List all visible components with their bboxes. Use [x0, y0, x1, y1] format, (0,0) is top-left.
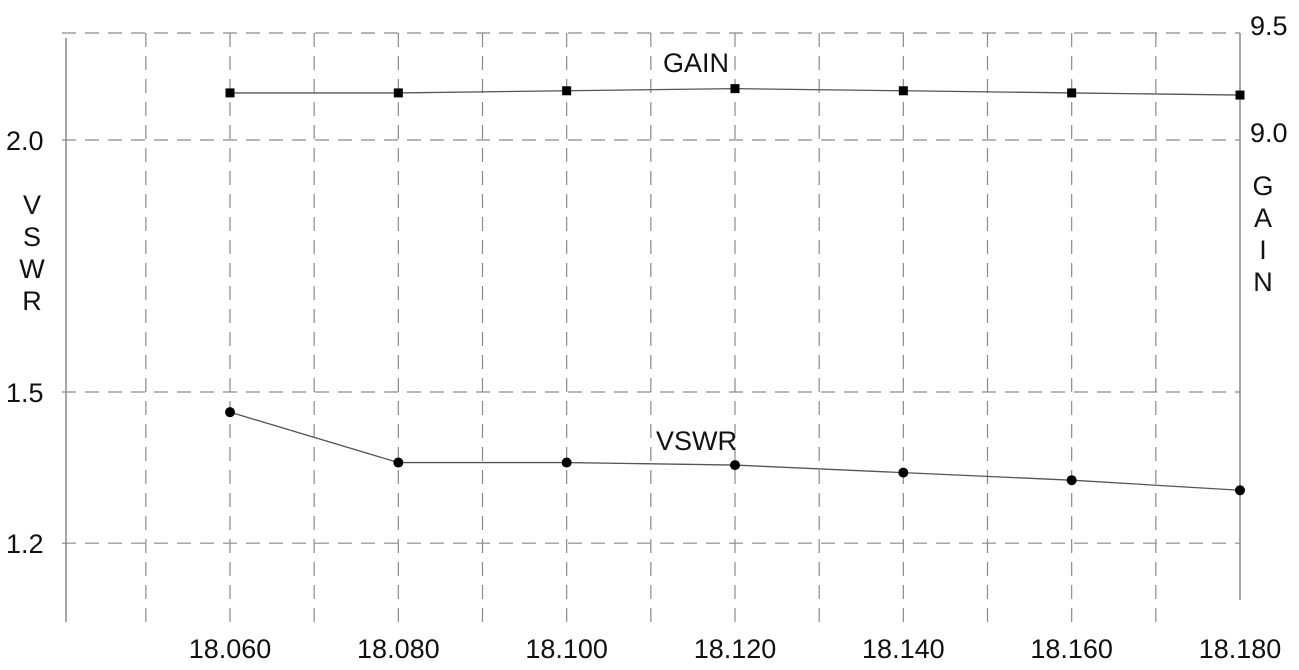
left-y-tick-label: 1.5 — [6, 378, 44, 408]
right-axis-label-letter: A — [1254, 203, 1272, 233]
right-y-tick-label: 9.5 — [1250, 11, 1288, 41]
x-tick-label: 18.100 — [525, 634, 608, 664]
data-point-vswr — [225, 407, 235, 418]
series — [225, 84, 1245, 496]
right-y-tick-label: 9.0 — [1250, 118, 1288, 148]
data-point-vswr — [561, 457, 572, 468]
data-point-gain — [730, 84, 740, 94]
right-y-tick-labels: 9.5 9.0 — [1250, 11, 1288, 148]
data-point-gain — [225, 88, 235, 98]
x-tick-label: 18.140 — [862, 634, 945, 664]
left-axis-label-letter: R — [22, 286, 42, 316]
right-axis-label-letter: G — [1252, 171, 1273, 201]
left-axis-label-letter: W — [19, 254, 45, 284]
data-point-vswr — [730, 460, 740, 471]
axes — [65, 33, 1241, 622]
x-tick-label: 18.180 — [1199, 634, 1282, 664]
data-point-gain — [898, 86, 908, 96]
series-gain — [225, 84, 1245, 100]
left-axis-label-letter: S — [23, 222, 41, 252]
data-point-gain — [562, 86, 572, 96]
left-y-tick-label: 2.0 — [6, 126, 44, 156]
gain-series-label: GAIN — [663, 48, 729, 78]
left-axis-label-letter: V — [23, 190, 41, 220]
x-tick-label: 18.160 — [1030, 634, 1113, 664]
left-y-tick-labels: 2.0 1.5 1.2 — [6, 126, 44, 559]
left-y-tick-label: 1.2 — [6, 529, 44, 559]
x-tick-labels: 18.060 18.080 18.100 18.120 18.140 18.160 18.1… — [189, 634, 1282, 664]
right-axis-label-letter: N — [1253, 267, 1273, 297]
data-point-gain — [1067, 88, 1077, 98]
grid — [62, 32, 1240, 622]
series-vswr — [225, 407, 1245, 496]
right-y-axis-label: GAIN — [1252, 171, 1273, 297]
data-point-gain — [1235, 90, 1245, 100]
x-tick-label: 18.120 — [694, 634, 777, 664]
data-point-vswr — [898, 467, 909, 478]
left-y-axis-label: VSWR — [19, 190, 45, 316]
data-point-vswr — [393, 457, 404, 468]
x-tick-label: 18.080 — [357, 634, 440, 664]
data-point-gain — [393, 88, 403, 98]
x-tick-label: 18.060 — [189, 634, 272, 664]
data-point-vswr — [1235, 485, 1245, 496]
right-axis-label-letter: I — [1259, 235, 1267, 265]
data-point-vswr — [1066, 475, 1077, 486]
vswr-series-label: VSWR — [656, 426, 737, 456]
